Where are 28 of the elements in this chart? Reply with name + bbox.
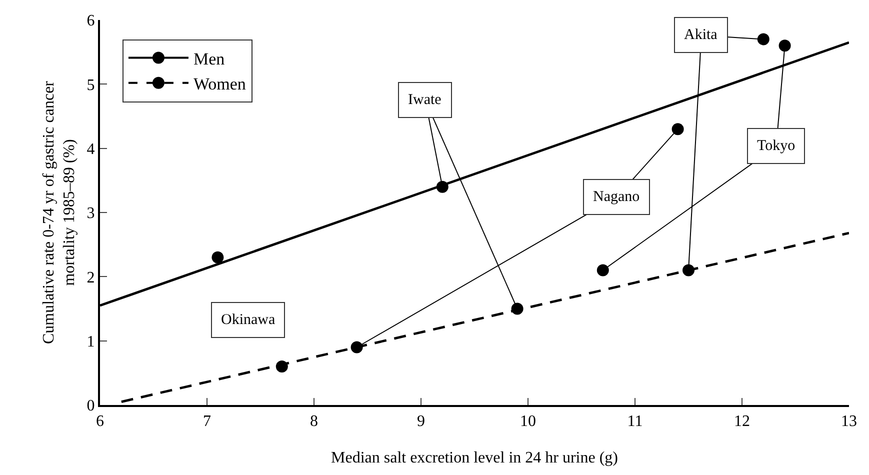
point [672, 123, 684, 136]
y-tick-label: 1 [86, 333, 95, 350]
y-tick-label: 2 [86, 269, 95, 286]
point [757, 33, 770, 46]
y-tick-label: 3 [86, 205, 95, 222]
y-axis-title: Cumulative rate 0-74 yr of gastric cancer mortality 1985–89 (%) [40, 80, 78, 344]
x-tick-label: 8 [310, 413, 318, 430]
annotation: Nagano [593, 189, 640, 205]
y-tick-label: 6 [86, 12, 95, 30]
x-tick-label: 11 [627, 413, 643, 430]
legend-label: Women [193, 74, 246, 94]
y-tick-label: 0 [86, 398, 95, 415]
x-tick-label: 9 [417, 413, 425, 430]
x-tick-label: 13 [841, 413, 857, 430]
x-tick-label: 7 [203, 413, 211, 430]
x-tick-label: 10 [520, 413, 536, 430]
x-axis-title: Median salt excretion level in 24 hr urine (g) [330, 449, 618, 466]
annotation: Okinawa [221, 312, 276, 328]
point [212, 251, 224, 264]
y-tick-label: 5 [86, 76, 95, 94]
point [778, 40, 791, 52]
legend-label: Men [193, 49, 226, 68]
annotation: Tokyo [757, 138, 796, 154]
point [596, 264, 609, 276]
y-tick-label: 4 [86, 140, 95, 158]
x-tick-label: 12 [734, 413, 750, 430]
annotation: Iwate [408, 92, 442, 108]
annotation: Akita [684, 27, 718, 43]
